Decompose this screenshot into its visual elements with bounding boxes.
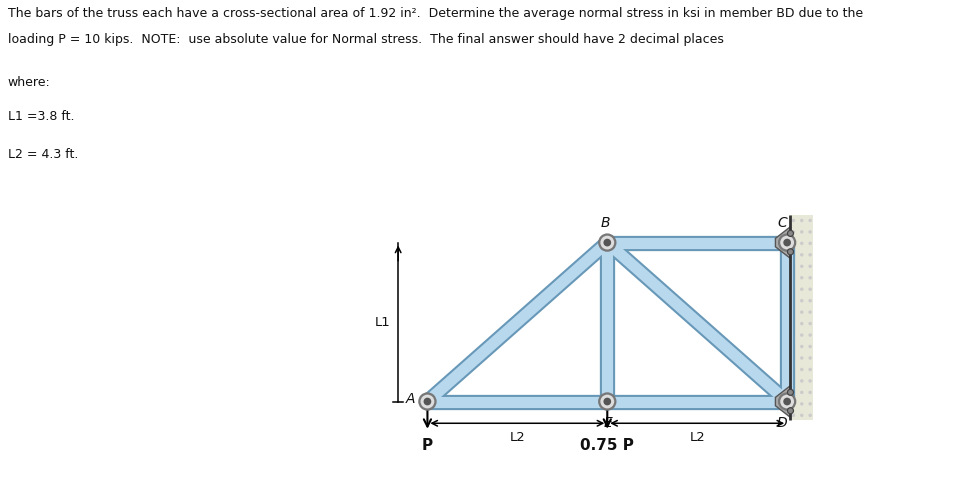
Circle shape [787, 408, 793, 413]
Circle shape [792, 254, 794, 256]
Circle shape [792, 288, 794, 290]
Circle shape [801, 414, 803, 416]
Circle shape [801, 231, 803, 233]
Circle shape [792, 369, 794, 370]
Circle shape [787, 390, 793, 395]
Circle shape [783, 398, 791, 405]
Circle shape [810, 414, 811, 416]
Circle shape [789, 391, 792, 394]
Text: L2: L2 [690, 431, 705, 444]
Circle shape [810, 311, 811, 313]
Text: 0.75 P: 0.75 P [581, 438, 635, 453]
Text: loading P = 10 kips.  NOTE:  use absolute value for Normal stress.  The final an: loading P = 10 kips. NOTE: use absolute … [8, 33, 724, 46]
Text: The bars of the truss each have a cross-sectional area of 1.92 in².  Determine t: The bars of the truss each have a cross-… [8, 7, 863, 20]
Circle shape [801, 277, 803, 279]
Circle shape [598, 233, 616, 252]
Text: L2: L2 [509, 431, 526, 444]
Circle shape [801, 357, 803, 359]
Circle shape [801, 323, 803, 325]
Circle shape [810, 369, 811, 370]
Circle shape [778, 233, 796, 252]
Circle shape [801, 288, 803, 290]
Circle shape [792, 380, 794, 382]
Circle shape [781, 236, 794, 250]
Circle shape [801, 403, 803, 405]
Circle shape [792, 231, 794, 233]
Circle shape [792, 242, 794, 244]
Circle shape [789, 250, 792, 253]
Circle shape [604, 239, 611, 247]
Text: where:: where: [8, 76, 50, 89]
Circle shape [778, 392, 796, 411]
Text: L1 =3.8 ft.: L1 =3.8 ft. [8, 110, 74, 123]
Circle shape [792, 346, 794, 348]
Circle shape [801, 242, 803, 244]
Text: A: A [406, 392, 414, 406]
Text: P: P [422, 438, 433, 453]
Circle shape [810, 334, 811, 336]
Circle shape [792, 277, 794, 279]
Circle shape [801, 369, 803, 370]
Circle shape [810, 254, 811, 256]
Circle shape [601, 395, 614, 408]
Circle shape [810, 380, 811, 382]
Circle shape [787, 230, 793, 236]
Circle shape [792, 300, 794, 302]
Circle shape [792, 265, 794, 267]
Circle shape [792, 357, 794, 359]
Circle shape [801, 334, 803, 336]
Text: L1: L1 [375, 315, 390, 328]
Circle shape [423, 398, 431, 405]
Circle shape [810, 300, 811, 302]
Circle shape [792, 311, 794, 313]
Circle shape [810, 231, 811, 233]
Bar [790, 216, 813, 420]
Circle shape [792, 323, 794, 325]
Circle shape [801, 219, 803, 221]
Text: D: D [777, 416, 787, 430]
Circle shape [810, 288, 811, 290]
Text: E: E [604, 416, 612, 430]
Circle shape [810, 391, 811, 393]
Polygon shape [776, 227, 790, 259]
Circle shape [792, 414, 794, 416]
Circle shape [810, 357, 811, 359]
Text: B: B [601, 216, 610, 230]
Circle shape [792, 334, 794, 336]
Circle shape [598, 392, 616, 411]
Circle shape [789, 409, 792, 413]
Circle shape [810, 323, 811, 325]
Circle shape [604, 398, 611, 405]
Text: C: C [778, 216, 787, 230]
Text: L2 = 4.3 ft.: L2 = 4.3 ft. [8, 148, 78, 161]
Circle shape [810, 265, 811, 267]
Circle shape [801, 346, 803, 348]
Circle shape [810, 277, 811, 279]
Circle shape [801, 391, 803, 393]
Circle shape [792, 219, 794, 221]
Circle shape [810, 242, 811, 244]
Circle shape [601, 236, 614, 250]
Circle shape [792, 391, 794, 393]
Circle shape [801, 254, 803, 256]
Circle shape [781, 395, 794, 408]
Circle shape [801, 300, 803, 302]
Circle shape [792, 403, 794, 405]
Circle shape [810, 219, 811, 221]
Circle shape [801, 311, 803, 313]
Circle shape [420, 395, 435, 408]
Circle shape [801, 380, 803, 382]
Circle shape [810, 403, 811, 405]
Circle shape [418, 392, 437, 411]
Polygon shape [776, 386, 790, 417]
Circle shape [801, 265, 803, 267]
Circle shape [810, 346, 811, 348]
Circle shape [789, 232, 792, 235]
Circle shape [783, 239, 791, 247]
Circle shape [787, 249, 793, 255]
